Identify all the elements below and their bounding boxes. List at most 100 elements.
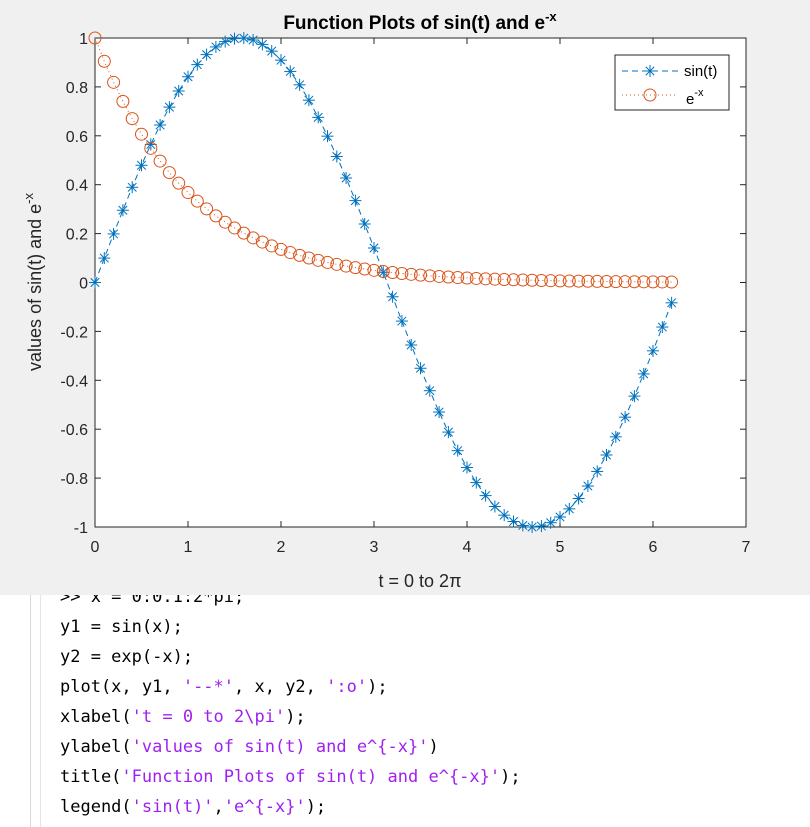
code-line[interactable]: >> x = 0:0.1:2*pi; (60, 595, 244, 611)
code-text: plot(x, y1, (60, 677, 183, 697)
data-point-exp (153, 154, 167, 168)
data-point-exp (116, 94, 130, 108)
data-point-sin (302, 94, 315, 107)
data-point-sin (293, 78, 306, 91)
data-point-sin (516, 519, 529, 532)
data-point-sin (451, 444, 464, 457)
data-point-sin (423, 384, 436, 397)
x-tick-label: 7 (742, 539, 751, 556)
data-point-sin (116, 204, 129, 217)
data-point-sin (488, 500, 501, 513)
legend-box (614, 54, 730, 111)
data-point-exp (488, 272, 502, 286)
code-line[interactable]: y1 = sin(x); (60, 613, 183, 641)
data-point-exp (451, 271, 465, 285)
code-text: xlabel( (60, 707, 132, 727)
data-point-sin (535, 520, 548, 533)
data-point-sin (219, 35, 232, 48)
data-point-sin (479, 489, 492, 502)
data-point-sin (395, 315, 408, 328)
legend-marker-exp (643, 88, 657, 102)
data-point-exp (190, 194, 204, 208)
code-text: ylabel( (60, 737, 132, 757)
data-point-sin (619, 411, 632, 424)
data-point-exp (88, 31, 102, 45)
data-point-sin (172, 84, 185, 97)
data-point-sin (284, 65, 297, 78)
data-point-sin (368, 241, 380, 254)
x-tick-label: 0 (91, 539, 100, 556)
data-point-exp (200, 202, 214, 216)
data-point-exp (293, 248, 307, 262)
code-string: ':o' (326, 677, 368, 697)
code-line[interactable]: y2 = exp(-x); (60, 643, 193, 671)
data-point-sin (330, 150, 343, 163)
data-point-exp (135, 127, 148, 141)
data-point-sin (191, 58, 204, 71)
data-point-exp (460, 271, 474, 285)
chart-title: Function Plots of sin(t) and e-x (283, 9, 557, 34)
data-point-sin (544, 516, 557, 529)
data-point-exp (107, 75, 121, 89)
data-point-sin (637, 367, 650, 380)
data-point-exp (479, 272, 493, 286)
data-point-sin (275, 54, 287, 67)
data-point-exp (330, 257, 344, 271)
data-point-exp (572, 274, 586, 288)
data-point-exp (181, 186, 195, 200)
chart: 0 1 2 3 4 5 6 7 -1 -0.8 -0.6 -0.4 -0.2 0 0.2 0.4 0.6 0.8 1… (21, 9, 751, 591)
data-point-sin (209, 40, 222, 53)
data-point-exp (144, 141, 158, 155)
code-line[interactable]: ylabel('values of sin(t) and e^{-x}') (60, 733, 439, 761)
x-tick-label: 2 (277, 539, 286, 556)
data-point-exp (600, 275, 613, 289)
data-point-sin (600, 449, 613, 462)
x-tick-label: 4 (463, 539, 472, 556)
code-string: 'values of sin(t) and e^{-x}' (131, 737, 429, 757)
legend-marker-sin (644, 65, 656, 77)
data-point-exp (246, 231, 260, 245)
data-point-sin (572, 492, 585, 505)
data-point-exp (404, 267, 418, 281)
data-point-sin (312, 111, 325, 124)
data-point-sin (665, 296, 678, 309)
legend[interactable]: sin(t) e-x (614, 54, 730, 111)
code-line[interactable]: legend('sin(t)','e^{-x}'); (60, 793, 326, 821)
x-tick-label: 6 (649, 539, 658, 556)
data-point-sin (470, 476, 483, 489)
y-axis-label: values of sin(t) and e-x (21, 193, 45, 371)
data-point-sin (656, 321, 669, 334)
y-tick-label: -0.6 (60, 422, 88, 439)
data-point-sin (414, 362, 427, 375)
data-point-sin (228, 32, 241, 45)
data-point-exp (544, 274, 558, 288)
y-tick-label: 0 (79, 276, 88, 293)
y-tick-label: -0.8 (60, 471, 88, 488)
data-point-exp (562, 274, 576, 288)
code-text: title( (60, 767, 122, 787)
series-line-1 (94, 37, 672, 283)
data-point-sin (135, 159, 148, 172)
data-point-sin (107, 227, 120, 240)
code-line[interactable]: xlabel('t = 0 to 2\pi'); (60, 703, 306, 731)
data-point-exp (321, 255, 334, 269)
y-tick-label: 0.4 (66, 178, 88, 195)
data-point-exp (395, 266, 409, 280)
y-tick-label: 0.6 (66, 129, 88, 146)
data-point-sin (647, 344, 659, 357)
code-text: ); (305, 797, 327, 817)
code-string: 'e^{-x}' (223, 797, 306, 817)
data-point-exp (590, 274, 604, 288)
y-tick-label: 0.8 (66, 80, 88, 97)
code-line[interactable]: plot(x, y1, '--*', x, y2, ':o'); (60, 673, 388, 701)
data-point-exp (581, 274, 595, 288)
y-tick-label: -0.2 (60, 324, 88, 341)
data-point-exp (162, 166, 176, 180)
data-point-sin (563, 502, 576, 515)
data-point-sin (386, 290, 399, 303)
data-point-exp (274, 242, 288, 256)
command-editor[interactable]: >> x = 0:0.1:2*pi; y1 = sin(x); y2 = exp(-… (0, 595, 810, 827)
code-text: , (213, 797, 224, 817)
legend-star (644, 65, 656, 77)
code-line[interactable]: title('Function Plots of sin(t) and e^{-… (60, 763, 521, 791)
